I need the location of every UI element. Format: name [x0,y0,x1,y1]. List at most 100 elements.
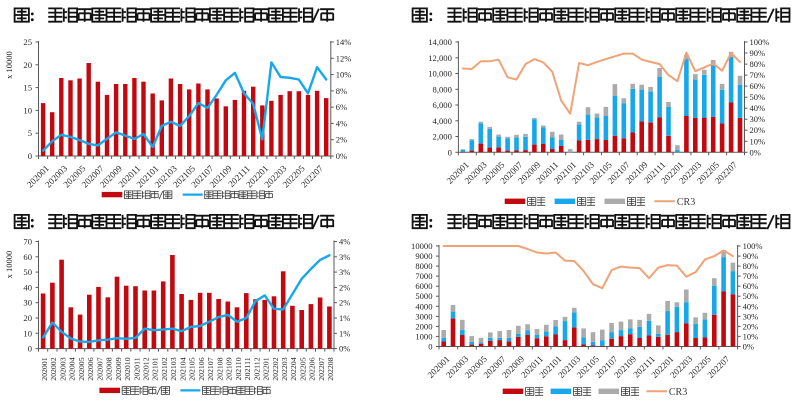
svg-text:x 10000: x 10000 [4,51,14,79]
svg-text:202101: 202101 [151,357,160,380]
svg-text:202203: 202203 [280,357,289,380]
svg-text:202204: 202204 [289,357,298,380]
svg-text:0%: 0% [336,151,347,161]
svg-text:2,000: 2,000 [433,132,452,142]
svg-text:8000: 8000 [415,261,432,271]
svg-text:25: 25 [23,37,32,47]
svg-text:4%: 4% [336,118,347,128]
svg-text:202201: 202201 [262,357,271,380]
svg-text:202008: 202008 [105,357,114,380]
svg-text:202208: 202208 [326,357,335,380]
svg-text:202206: 202206 [308,357,317,380]
svg-text:7000: 7000 [415,271,432,281]
svg-text:70%: 70% [743,271,759,281]
svg-text:202109: 202109 [225,357,234,380]
svg-text:202004: 202004 [68,357,77,380]
svg-text:40%: 40% [750,103,766,113]
svg-text:10,000: 10,000 [428,69,452,79]
svg-text:0: 0 [448,147,452,157]
svg-text:12,000: 12,000 [428,53,452,63]
svg-text:10000: 10000 [411,241,432,251]
svg-text:202010: 202010 [123,357,132,380]
svg-text:10%: 10% [743,331,759,341]
svg-text:10: 10 [23,328,32,338]
svg-text:40%: 40% [743,301,759,311]
svg-text:5000: 5000 [415,291,432,301]
svg-text:20%: 20% [743,321,759,331]
svg-text:6,000: 6,000 [433,100,452,110]
svg-text:202003: 202003 [58,357,67,380]
svg-text:202103: 202103 [169,357,178,380]
svg-text:10%: 10% [750,136,766,146]
svg-text:202102: 202102 [160,357,169,380]
svg-text:50%: 50% [743,291,759,301]
svg-text:40: 40 [23,282,32,292]
svg-text:202108: 202108 [215,357,224,380]
svg-text:10%: 10% [336,70,352,80]
svg-text:60%: 60% [750,81,766,91]
svg-text:202106: 202106 [197,357,206,380]
svg-text:x 10000: x 10000 [4,251,14,279]
svg-text:80%: 80% [743,261,759,271]
svg-text:3%: 3% [339,252,350,262]
svg-text:202205: 202205 [299,357,308,380]
svg-text:3000: 3000 [415,311,432,321]
svg-text:80%: 80% [750,59,766,69]
svg-text:4%: 4% [339,237,350,247]
svg-text:20%: 20% [750,125,766,135]
svg-text:2%: 2% [339,298,350,308]
svg-text:1000: 1000 [415,331,432,341]
svg-text:1%: 1% [339,313,350,323]
svg-text:202011: 202011 [132,357,141,380]
svg-text:50: 50 [23,267,32,277]
svg-text:100%: 100% [750,37,770,47]
svg-text:100%: 100% [743,241,763,251]
svg-text:202001: 202001 [40,357,49,380]
svg-text:8,000: 8,000 [433,84,452,94]
svg-text:202202: 202202 [271,357,280,380]
svg-text:202111: 202111 [243,357,252,380]
svg-text:202110: 202110 [234,357,243,380]
svg-text:202002: 202002 [49,357,58,380]
svg-text:CR3: CR3 [669,387,687,398]
svg-text:202007: 202007 [95,357,104,380]
svg-text:15: 15 [23,83,32,93]
svg-text:70: 70 [23,237,32,247]
svg-text:12%: 12% [336,53,352,63]
svg-text:30%: 30% [743,311,759,321]
svg-text:14%: 14% [336,37,352,47]
svg-text:30: 30 [23,298,32,308]
svg-text:20: 20 [23,60,32,70]
svg-text:1%: 1% [339,328,350,338]
svg-text:202009: 202009 [114,357,123,380]
svg-text:10: 10 [23,105,32,115]
svg-text:0: 0 [28,151,32,161]
svg-text:30%: 30% [750,114,766,124]
svg-text:0%: 0% [743,342,754,352]
svg-text:3%: 3% [339,267,350,277]
svg-text:CR3: CR3 [677,197,695,208]
svg-text:9000: 9000 [415,251,432,261]
svg-text:6000: 6000 [415,281,432,291]
svg-text:202207: 202207 [317,357,326,380]
svg-text:6%: 6% [336,102,347,112]
svg-text:60: 60 [23,252,32,262]
svg-text:0%: 0% [750,147,761,157]
svg-text:202104: 202104 [178,357,187,380]
svg-text:2000: 2000 [415,321,432,331]
svg-text:2%: 2% [336,135,347,145]
svg-text:90%: 90% [750,48,766,58]
svg-text:5: 5 [28,128,32,138]
svg-text:14,000: 14,000 [428,37,452,47]
svg-text:202006: 202006 [86,357,95,380]
svg-text:202112: 202112 [252,357,261,380]
svg-text:90%: 90% [743,251,759,261]
svg-text:4000: 4000 [415,301,432,311]
svg-text:0: 0 [428,342,432,352]
svg-text:60%: 60% [743,281,759,291]
svg-text:20: 20 [23,313,32,323]
svg-text:4,000: 4,000 [433,116,452,126]
svg-text:202107: 202107 [206,357,215,380]
svg-text:70%: 70% [750,70,766,80]
svg-text:0: 0 [28,344,32,354]
